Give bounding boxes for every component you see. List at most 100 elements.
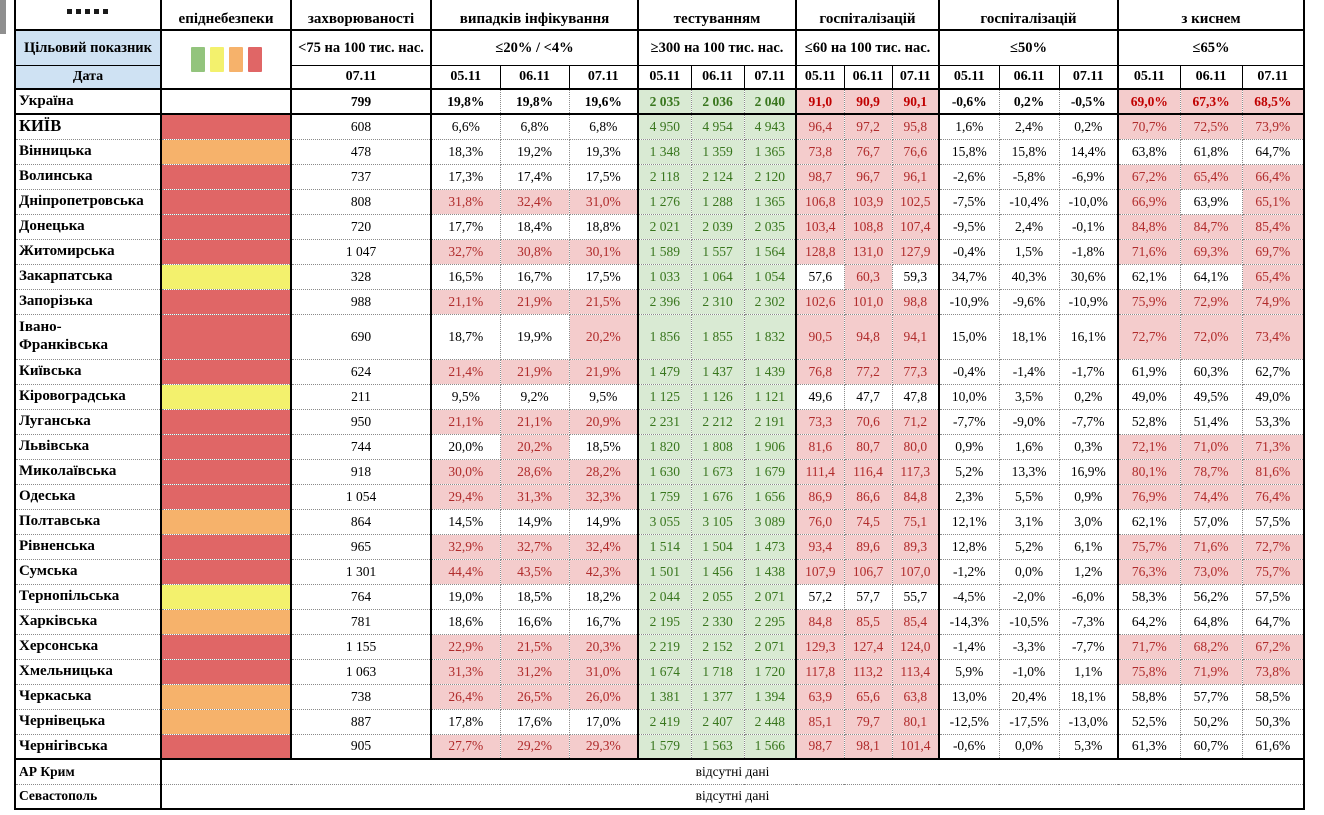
region-row: Івано- Франківська 690 18,7% 19,9% 20,2% 1 85… bbox=[15, 314, 1305, 360]
region-row: Україна 799 19,8% 19,8% 19,6% 2 035 2 036 2 040… bbox=[15, 88, 1305, 115]
hosp_rate-cell: 106,8 bbox=[796, 189, 845, 215]
hosp_rate-cell: 73,8 bbox=[796, 139, 845, 165]
testing-cell: 1 676 bbox=[691, 484, 745, 510]
hosp_rate-cell: 74,5 bbox=[844, 509, 893, 535]
oxygen-cell: 72,9% bbox=[1180, 289, 1243, 315]
danger-cell bbox=[161, 509, 292, 535]
testing-cell: 1 579 bbox=[638, 734, 692, 760]
hosp_rate-cell: 96,4 bbox=[796, 114, 845, 140]
oxygen-cell: 64,7% bbox=[1242, 139, 1305, 165]
oxygen-cell: 64,2% bbox=[1118, 609, 1181, 635]
infection-cell: 6,6% bbox=[431, 114, 501, 140]
testing-cell: 3 055 bbox=[638, 509, 692, 535]
hosp_rate-cell: 76,0 bbox=[796, 509, 845, 535]
hosp_rate-cell: 80,1 bbox=[892, 709, 940, 735]
oxygen-cell: 65,4% bbox=[1180, 164, 1243, 190]
testing-cell: 1 439 bbox=[744, 359, 797, 385]
infection-cell: 16,7% bbox=[569, 609, 639, 635]
testing-cell: 1 564 bbox=[744, 239, 797, 265]
infection-cell: 21,9% bbox=[500, 359, 570, 385]
danger-cell bbox=[161, 264, 292, 290]
hosp_rate-cell: 98,7 bbox=[796, 734, 845, 760]
testing-cell: 1 381 bbox=[638, 684, 692, 710]
date-header-oxygen-06.11: 06.11 bbox=[1180, 65, 1243, 90]
hosp_rate-cell: 107,0 bbox=[892, 559, 940, 585]
group-label-oxygen: з киснем bbox=[1118, 0, 1305, 31]
testing-cell: 1 674 bbox=[638, 659, 692, 685]
danger-cell bbox=[161, 189, 292, 215]
target-infection: ≤20% / <4% bbox=[431, 30, 639, 66]
oxygen-cell: 65,4% bbox=[1242, 264, 1305, 290]
infection-cell: 21,9% bbox=[500, 289, 570, 315]
infection-cell: 26,0% bbox=[569, 684, 639, 710]
oxygen-cell: 68,5% bbox=[1242, 88, 1305, 115]
oxygen-cell: 72,5% bbox=[1180, 114, 1243, 140]
hosp_change-cell: -10,4% bbox=[999, 189, 1060, 215]
testing-cell: 4 943 bbox=[744, 114, 797, 140]
hosp_change-cell: 0,2% bbox=[999, 88, 1060, 115]
date-header-hosp_rate-07.11: 07.11 bbox=[892, 65, 940, 90]
morbidity-cell: 1 063 bbox=[291, 659, 432, 685]
oxygen-cell: 57,0% bbox=[1180, 509, 1243, 535]
region-row: Сумська 1 301 44,4% 43,5% 42,3% 1 501 1 456 1 4… bbox=[15, 559, 1305, 585]
infection-cell: 42,3% bbox=[569, 559, 639, 585]
morbidity-cell: 478 bbox=[291, 139, 432, 165]
region-name: Донецька bbox=[15, 214, 162, 240]
testing-cell: 1 377 bbox=[691, 684, 745, 710]
infection-cell: 17,8% bbox=[431, 709, 501, 735]
hosp_change-cell: 1,1% bbox=[1059, 659, 1119, 685]
infection-cell: 16,5% bbox=[431, 264, 501, 290]
infection-cell: 29,2% bbox=[500, 734, 570, 760]
region-name: Хмельницька bbox=[15, 659, 162, 685]
oxygen-cell: 53,3% bbox=[1242, 409, 1305, 435]
no-data-cell: відсутні дані bbox=[161, 784, 1304, 810]
clipped-text-fragment bbox=[67, 9, 109, 14]
infection-cell: 30,8% bbox=[500, 239, 570, 265]
region-name: КИЇВ bbox=[15, 114, 162, 140]
infection-cell: 9,2% bbox=[500, 384, 570, 410]
region-name: Україна bbox=[15, 88, 162, 115]
oxygen-cell: 65,1% bbox=[1242, 189, 1305, 215]
testing-cell: 1 589 bbox=[638, 239, 692, 265]
infection-cell: 31,3% bbox=[431, 659, 501, 685]
testing-cell: 1 720 bbox=[744, 659, 797, 685]
hosp_rate-cell: 116,4 bbox=[844, 459, 893, 485]
hosp_rate-cell: 98,7 bbox=[796, 164, 845, 190]
oxygen-cell: 75,8% bbox=[1118, 659, 1181, 685]
region-row: Рівненська 965 32,9% 32,7% 32,4% 1 514 1 504 1 … bbox=[15, 534, 1305, 560]
testing-cell: 1 808 bbox=[691, 434, 745, 460]
region-row: Чернігівська 905 27,7% 29,2% 29,3% 1 579 1 563… bbox=[15, 734, 1305, 760]
testing-cell: 1 348 bbox=[638, 139, 692, 165]
hosp_change-cell: 15,8% bbox=[939, 139, 1000, 165]
date-header-hosp_change-07.11: 07.11 bbox=[1059, 65, 1119, 90]
hosp_rate-cell: 95,8 bbox=[892, 114, 940, 140]
infection-cell: 17,0% bbox=[569, 709, 639, 735]
danger-legend bbox=[162, 47, 289, 72]
hosp_rate-cell: 107,4 bbox=[892, 214, 940, 240]
infection-cell: 30,1% bbox=[569, 239, 639, 265]
region-row: Черкаська 738 26,4% 26,5% 26,0% 1 381 1 377 1 3… bbox=[15, 684, 1305, 710]
hosp_rate-cell: 129,3 bbox=[796, 634, 845, 660]
oxygen-cell: 73,8% bbox=[1242, 659, 1305, 685]
oxygen-cell: 85,4% bbox=[1242, 214, 1305, 240]
target-hosp_change: ≤50% bbox=[939, 30, 1119, 66]
hosp_change-cell: 0,2% bbox=[1059, 114, 1119, 140]
hosp_change-cell: 20,4% bbox=[999, 684, 1060, 710]
morbidity-cell: 988 bbox=[291, 289, 432, 315]
morbidity-cell: 1 054 bbox=[291, 484, 432, 510]
testing-cell: 2 310 bbox=[691, 289, 745, 315]
infection-cell: 17,3% bbox=[431, 164, 501, 190]
date-header-oxygen-07.11: 07.11 bbox=[1242, 65, 1305, 90]
hosp_rate-cell: 127,4 bbox=[844, 634, 893, 660]
testing-cell: 2 044 bbox=[638, 584, 692, 610]
danger-cell bbox=[161, 609, 292, 635]
testing-cell: 2 407 bbox=[691, 709, 745, 735]
hosp_change-cell: 0,2% bbox=[1059, 384, 1119, 410]
morbidity-cell: 950 bbox=[291, 409, 432, 435]
hosp_change-cell: -1,7% bbox=[1059, 359, 1119, 385]
danger-cell bbox=[161, 684, 292, 710]
infection-cell: 16,6% bbox=[500, 609, 570, 635]
danger-cell bbox=[161, 384, 292, 410]
danger-cell bbox=[161, 559, 292, 585]
testing-cell: 1 557 bbox=[691, 239, 745, 265]
